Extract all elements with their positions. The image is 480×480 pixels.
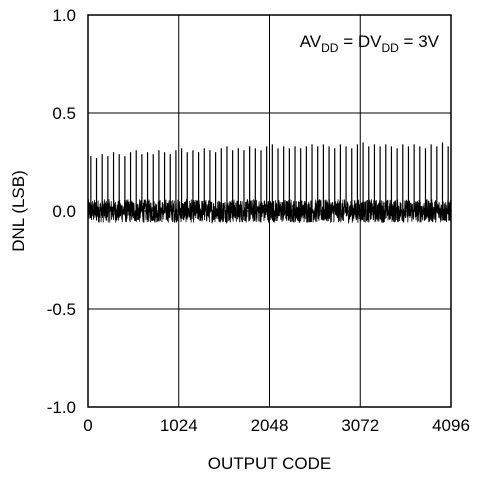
y-tick-label: 0.0 [52,202,76,221]
x-axis-title: OUTPUT CODE [208,454,331,473]
dnl-series [87,142,452,225]
tick-labels: 0 1024 2048 3072 4096 1.0 0.5 0.0 -0.5 -1.0 [47,6,470,435]
annotation-text: = DV [338,32,382,51]
x-tick-label: 3072 [341,416,379,435]
x-tick-label: 2048 [251,416,289,435]
x-tick-label: 0 [83,416,92,435]
supply-annotation: AVDD = DVDD = 3V [300,32,440,55]
plot-frame [87,14,452,408]
dnl-noise-trace [87,198,452,225]
y-tick-label: -0.5 [47,300,76,319]
x-tick-label: 4096 [432,416,470,435]
y-tick-label: 1.0 [52,6,76,25]
x-tick-label: 1024 [160,416,198,435]
y-tick-label: 0.5 [52,104,76,123]
annotation-subscript: DD [381,41,399,55]
y-axis-title: DNL (LSB) [9,170,28,252]
y-tick-label: -1.0 [47,398,76,417]
annotation-text: AV [300,32,322,51]
annotation-subscript: DD [321,41,339,55]
annotation-text: = 3V [399,32,440,51]
